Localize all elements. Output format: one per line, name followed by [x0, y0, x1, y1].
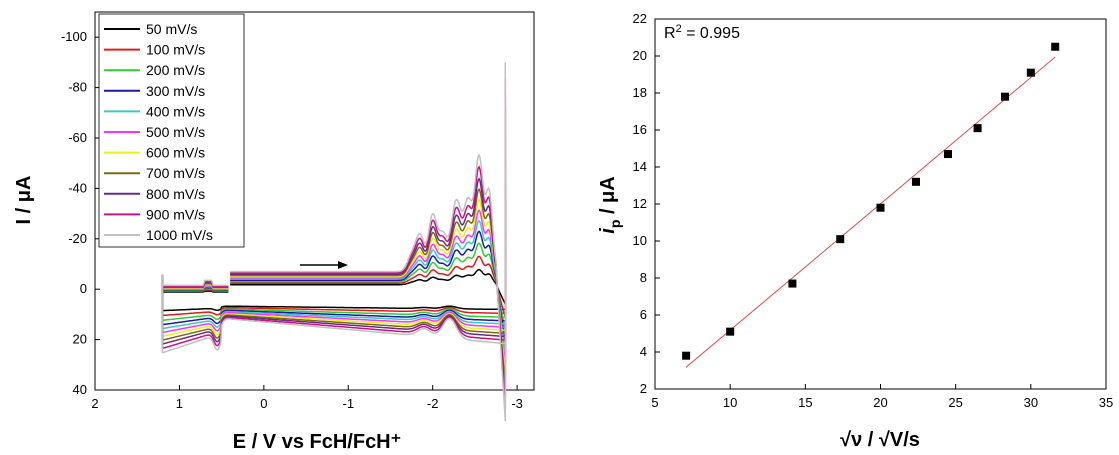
ip-data-point [1026, 68, 1035, 77]
cv-legend-label: 300 mV/s [146, 83, 205, 99]
cv-curves [161, 62, 507, 422]
ip-y-tick-label: 16 [633, 122, 647, 137]
cv-series-line [161, 215, 507, 312]
ip-chart: 5 10 15 20 25 30 35 2 4 6 8 10 12 14 16 18 20 22 R2 = 0.… [597, 11, 1113, 451]
cv-legend-label: 100 mV/s [146, 42, 205, 58]
ip-data-point [943, 150, 952, 159]
cv-x-axis-title: E / V vs FcH/FcH⁺ [233, 431, 401, 453]
cv-series-line [161, 122, 507, 376]
cv-y-tick-label: -80 [68, 80, 87, 95]
cv-legend-label: 800 mV/s [146, 186, 205, 202]
cv-y-tick-label: -20 [68, 231, 87, 246]
cv-legend-label: 500 mV/s [146, 124, 205, 140]
ip-y-tick-label: 4 [640, 344, 647, 359]
ip-data-point [682, 351, 691, 360]
ip-y-tick-label: 6 [640, 307, 647, 322]
ip-x-tick-label: 25 [948, 395, 962, 410]
ip-data-point [876, 203, 885, 212]
cv-y-tick-label: 0 [80, 281, 87, 296]
cv-series-line [161, 62, 507, 422]
cv-series-line [161, 164, 507, 344]
ip-x-tick-label: 15 [798, 395, 812, 410]
scan-direction-arrow [300, 261, 348, 269]
cv-legend-label: 600 mV/s [146, 145, 205, 161]
ip-data-points [682, 42, 1060, 360]
ip-y-tick-label: 18 [633, 85, 647, 100]
cv-y-tick-label: -100 [61, 29, 87, 44]
cv-legend-label: 700 mV/s [146, 165, 205, 181]
cv-legend-label: 200 mV/s [146, 62, 205, 78]
cv-series-line [161, 94, 507, 398]
cv-series-line [161, 150, 507, 355]
cv-x-axis: 2 1 0 -1 -2 -3 [91, 385, 523, 411]
cv-x-tick-label: -3 [511, 396, 523, 411]
ip-x-tick-label: 30 [1024, 395, 1038, 410]
cv-y-tick-label: 40 [73, 382, 87, 397]
ip-data-point [726, 327, 735, 336]
cv-x-tick-label: 0 [260, 396, 267, 411]
ip-data-point [1051, 42, 1060, 51]
cv-y-tick-label: -40 [68, 180, 87, 195]
cv-chart: 2 1 0 -1 -2 -3 -100 -80 -60 -40 -20 0 20 40 50 mV/s 1… [13, 11, 535, 453]
ip-x-axis-title: √ν / √V/s [840, 429, 920, 451]
ip-y-axis: 2 4 6 8 10 12 14 16 18 20 22 [633, 11, 660, 396]
ip-data-point [836, 235, 845, 244]
cv-series-line [161, 136, 507, 365]
cv-y-tick-label: -60 [68, 130, 87, 145]
cv-y-axis-title: I / μA [13, 176, 35, 225]
ip-x-tick-label: 35 [1099, 395, 1113, 410]
cv-y-axis: -100 -80 -60 -40 -20 0 20 40 [61, 29, 100, 397]
ip-y-tick-label: 12 [633, 196, 647, 211]
ip-data-point [788, 279, 797, 288]
cv-series-line [161, 78, 507, 410]
ip-y-tick-label: 2 [640, 381, 647, 396]
ip-x-axis: 5 10 15 20 25 30 35 [651, 384, 1113, 410]
cv-x-tick-label: 1 [176, 396, 183, 411]
cv-series-line [161, 180, 507, 332]
cv-legend-label: 900 mV/s [146, 206, 205, 222]
cv-legend-label: 1000 mV/s [146, 227, 213, 243]
ip-y-tick-label: 22 [633, 11, 647, 26]
ip-x-tick-label: 20 [873, 395, 887, 410]
ip-x-tick-label: 10 [723, 395, 737, 410]
cv-plot-frame [94, 11, 535, 391]
ip-fit-line [685, 56, 1056, 368]
cv-x-tick-label: -2 [427, 396, 439, 411]
ip-y-tick-label: 20 [633, 48, 647, 63]
ip-data-point [1000, 92, 1009, 101]
cv-series-line [161, 198, 507, 318]
cv-legend-box [98, 13, 245, 248]
cv-legend: 50 mV/s 100 mV/s 200 mV/s 300 mV/s 400 mV/s 5… [104, 21, 213, 243]
ip-y-tick-label: 10 [633, 233, 647, 248]
cv-legend-label: 400 mV/s [146, 103, 205, 119]
ip-data-point [973, 124, 982, 133]
cv-x-tick-label: 2 [91, 396, 98, 411]
ip-y-axis-title: ip / μA [597, 176, 623, 233]
ip-y-tick-label: 8 [640, 270, 647, 285]
ip-data-point [911, 177, 920, 186]
cv-x-tick-label: -1 [342, 396, 354, 411]
ip-x-tick-label: 5 [651, 395, 658, 410]
r-squared-annotation: R2 = 0.995 [664, 23, 740, 42]
cv-series-line [161, 108, 507, 387]
ip-y-tick-label: 14 [633, 159, 647, 174]
cv-legend-label: 50 mV/s [146, 21, 197, 37]
cv-y-tick-label: 20 [73, 332, 87, 347]
